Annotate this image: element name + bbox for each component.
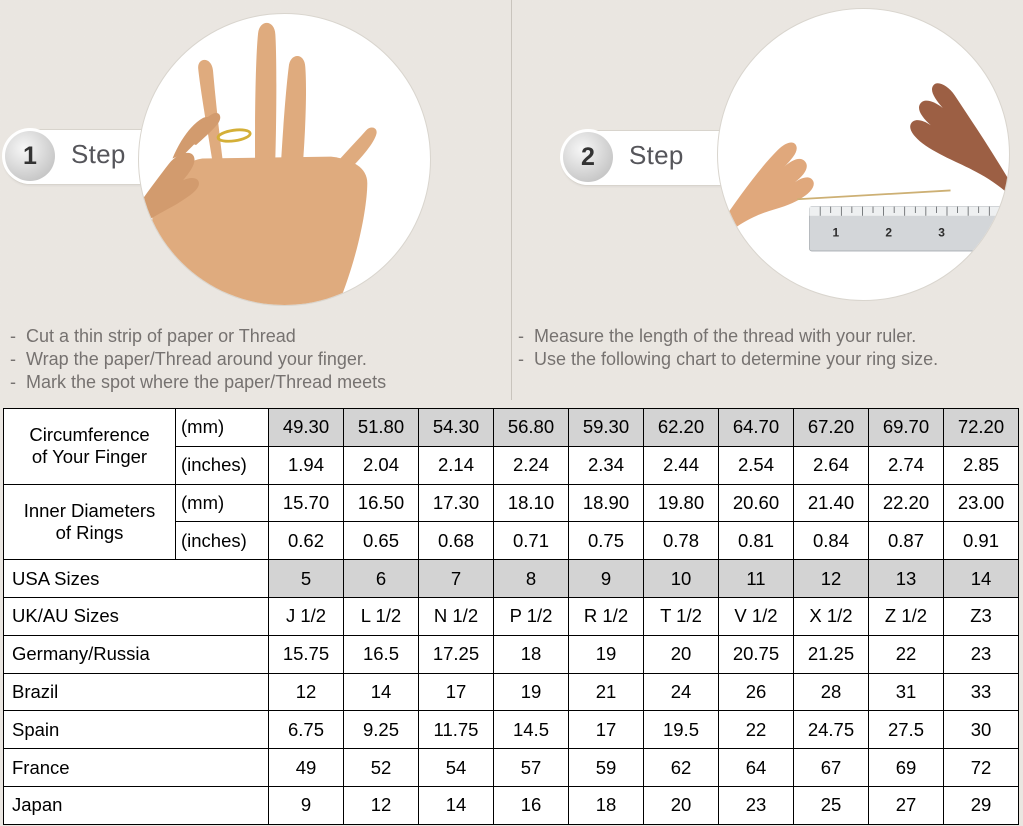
svg-text:3: 3 bbox=[938, 226, 945, 240]
svg-text:2: 2 bbox=[885, 226, 892, 240]
svg-text:1: 1 bbox=[832, 226, 839, 240]
